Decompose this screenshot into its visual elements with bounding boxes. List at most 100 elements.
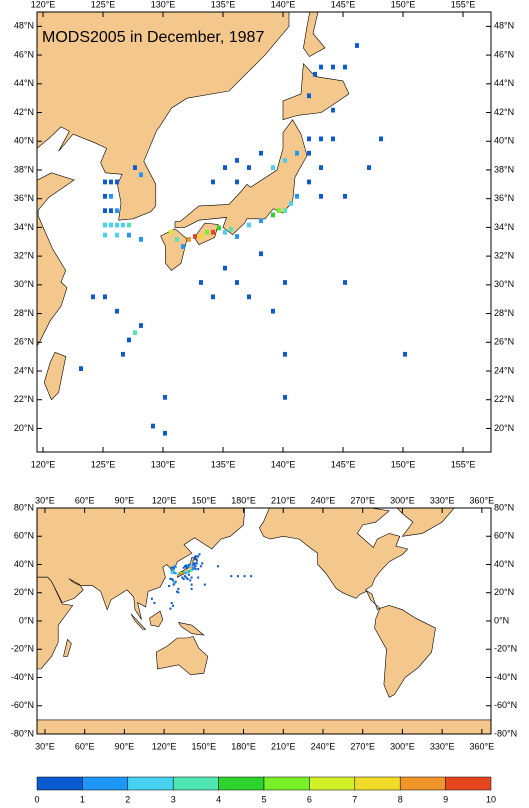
data-cell — [199, 280, 203, 285]
y-tick-label: 46°N — [14, 49, 34, 59]
y-tick-label: 26°N — [494, 337, 514, 347]
data-cell — [153, 601, 156, 605]
data-cell — [168, 584, 171, 588]
data-cell — [174, 580, 177, 583]
data-cell — [109, 208, 113, 214]
data-cell — [163, 394, 167, 400]
data-cell — [91, 294, 95, 300]
data-cell — [523, 165, 527, 170]
data-cell — [187, 573, 190, 576]
y-tick-label: 42°N — [494, 107, 514, 117]
x-tick-label: 140°E — [271, 459, 296, 469]
data-cell — [103, 193, 107, 199]
data-cell — [194, 568, 197, 571]
top-cells — [79, 43, 527, 436]
data-cell — [229, 226, 233, 232]
x-tick-label: 360°E — [470, 741, 495, 751]
data-cell — [190, 564, 193, 567]
data-cell — [175, 237, 179, 242]
data-cell — [259, 251, 263, 257]
y-tick-label: 32°N — [14, 251, 34, 261]
data-cell — [193, 566, 196, 569]
data-cell — [199, 565, 202, 568]
x-tick-label: 30°E — [35, 495, 55, 505]
colorbar-segment — [354, 776, 401, 791]
data-cell — [194, 562, 197, 565]
x-tick-label: 145°E — [331, 0, 356, 9]
y-tick-label: 22°N — [494, 394, 514, 404]
data-cell — [319, 64, 323, 70]
data-cell — [295, 193, 299, 199]
y-tick-label: 48°N — [14, 21, 34, 31]
land — [37, 576, 74, 670]
y-tick-label: -60°N — [11, 700, 34, 710]
data-cell — [247, 222, 251, 228]
y-tick-label: 28°N — [494, 308, 514, 318]
data-cell — [243, 575, 246, 578]
colorbar-segment — [309, 776, 356, 791]
data-cell — [103, 179, 107, 185]
data-cell — [186, 570, 189, 573]
data-cell — [177, 591, 180, 594]
y-tick-label: 30°N — [14, 279, 34, 289]
y-tick-label: 30°N — [494, 279, 514, 289]
x-tick-label: 180°E — [231, 495, 256, 505]
data-cell — [185, 576, 188, 579]
land — [149, 610, 164, 627]
x-tick-label: 120°E — [152, 741, 177, 751]
data-cell — [271, 165, 275, 170]
data-cell — [343, 64, 347, 70]
x-tick-label: 140°E — [271, 0, 296, 9]
data-cell — [174, 565, 177, 569]
data-cell — [109, 193, 113, 199]
data-cell — [197, 555, 200, 558]
data-cell — [139, 172, 143, 178]
data-cell — [259, 150, 263, 156]
data-cell — [176, 590, 179, 593]
x-tick-label: 270°E — [350, 741, 375, 751]
data-cell — [211, 229, 215, 235]
colorbar-label: 9 — [443, 794, 448, 804]
y-tick-label: 28°N — [14, 308, 34, 318]
x-tick-label: 120°E — [152, 495, 177, 505]
data-cell — [307, 150, 311, 156]
y-tick-label: 0°N — [19, 615, 34, 625]
y-tick-label: 38°N — [14, 164, 34, 174]
data-cell — [211, 294, 215, 300]
y-tick-label: 0°N — [494, 615, 509, 625]
y-tick-label: 32°N — [494, 251, 514, 261]
y-tick-label: -60°N — [494, 700, 517, 710]
data-cell — [103, 232, 107, 238]
data-cell — [163, 430, 167, 436]
data-cell — [289, 201, 293, 206]
land — [155, 636, 209, 676]
data-cell — [172, 579, 175, 582]
data-cell — [127, 222, 131, 228]
data-cell — [183, 565, 186, 568]
land — [396, 508, 455, 537]
data-cell — [171, 568, 174, 571]
top-frame — [36, 11, 492, 453]
x-tick-label: 60°E — [75, 495, 95, 505]
data-cell — [194, 555, 197, 558]
x-tick-label: 30°E — [35, 741, 55, 751]
colorbar: 0 1 2 3 4 5 6 7 8 9 10 — [34, 776, 496, 804]
data-cell — [79, 366, 83, 372]
data-cell — [193, 234, 197, 239]
land — [174, 119, 308, 235]
data-cell — [121, 351, 125, 357]
data-cell — [139, 237, 143, 242]
data-cell — [283, 208, 287, 214]
data-cell — [307, 136, 311, 142]
x-tick-label: 300°E — [390, 495, 415, 505]
data-cell — [115, 222, 119, 228]
data-cell — [223, 165, 227, 170]
land — [303, 12, 326, 57]
x-tick-label: 145°E — [331, 459, 356, 469]
x-tick-label: 150°E — [192, 495, 217, 505]
data-cell — [197, 576, 200, 579]
data-cell — [259, 218, 263, 224]
data-cell — [271, 212, 275, 218]
top-land — [37, 12, 350, 401]
data-cell — [313, 71, 317, 77]
